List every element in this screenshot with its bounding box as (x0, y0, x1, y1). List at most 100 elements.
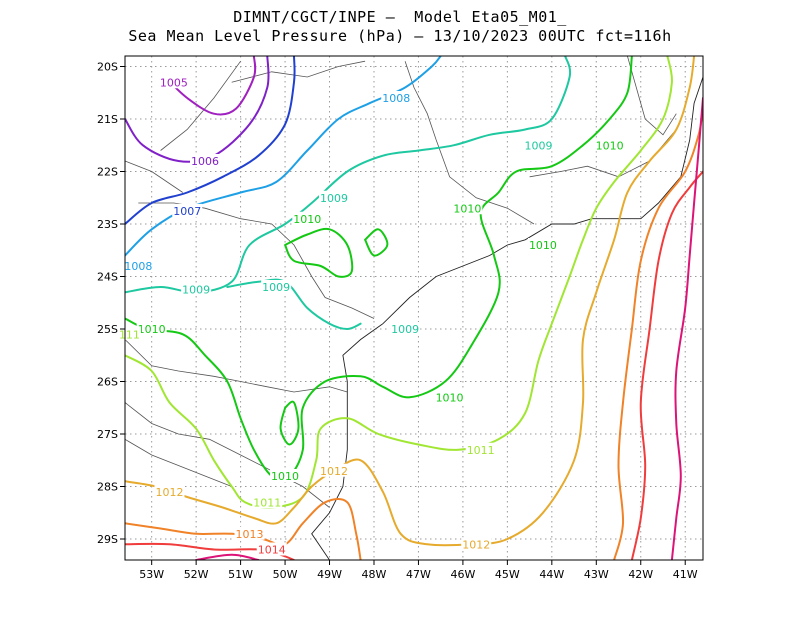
lat-tick-label: 23S (97, 218, 118, 231)
isobar-label: 1011 (253, 496, 281, 509)
isobar-label-bg (256, 542, 287, 556)
isobar-label: 111 (119, 328, 140, 341)
isobar-1013 (613, 107, 703, 560)
lon-tick-label: 45W (495, 568, 520, 581)
isobar-label: 1010 (293, 213, 321, 226)
isobar-label-bg (461, 537, 492, 551)
isobar-label: 1009 (320, 192, 348, 205)
lon-tick-label: 53W (139, 568, 164, 581)
isobar-1006 (125, 56, 270, 163)
lat-tick-label: 29S (97, 533, 118, 546)
isobar-label-bg (381, 91, 412, 104)
lat-tick-label: 26S (97, 376, 118, 389)
lon-tick-label: 41W (673, 568, 698, 581)
lat-tick-label: 21S (97, 113, 118, 126)
isobar-1010 (364, 228, 389, 257)
isobar-label: 1012 (462, 538, 490, 551)
isobar-label-bg (318, 463, 349, 477)
chart-title-line-2: Sea Mean Level Pressure (hPa) – 13/10/20… (128, 27, 672, 45)
isobar-label-bg (452, 201, 483, 215)
isobar-label: 1009 (262, 281, 290, 294)
isobar-label: 1005 (160, 76, 188, 89)
isobar-label: 1006 (191, 155, 219, 168)
isobar-label-bg (117, 327, 141, 341)
isobar-1015 (670, 97, 703, 560)
isobar-label: 1008 (124, 260, 152, 273)
lon-tick-label: 44W (539, 568, 564, 581)
lat-tick-label: 25S (97, 323, 118, 336)
isobar-label-bg (123, 259, 154, 272)
state-boundary-line (404, 61, 535, 225)
lat-tick-label: 28S (97, 481, 118, 494)
isobar-1007 (125, 56, 296, 225)
isobar-label-bg (318, 190, 349, 204)
isobar-label-bg (434, 390, 465, 404)
lat-tick-label: 27S (97, 428, 118, 441)
isobar-1012 (125, 56, 696, 547)
isobar-1011 (125, 56, 673, 509)
state-boundary-line (125, 160, 184, 193)
state-boundary-line (231, 60, 366, 83)
isobar-label-bg (390, 322, 421, 335)
lat-tick-label: 22S (97, 166, 118, 179)
isobar-label: 1007 (173, 205, 201, 218)
isobar-label-bg (136, 322, 167, 335)
lat-tick-label: 24S (97, 271, 118, 284)
isobar-label: 1012 (320, 465, 348, 478)
state-boundary-line (125, 438, 232, 487)
isobar-label-bg (252, 495, 283, 509)
coastline (311, 56, 703, 560)
coastline-line (311, 56, 703, 560)
isobar-label: 1010 (436, 391, 464, 404)
isobar-labels: 1005 1006 1007 1008 1008 1009 1009 1009 1009 1009… (117, 75, 625, 557)
lon-tick-label: 50W (273, 568, 298, 581)
longitude-axis: 53W 52W 51W 50W 49W 48W 47W 46W 45W 44W 43W 42W 41W (139, 560, 698, 581)
lon-tick-label: 52W (184, 568, 209, 581)
isobar-label: 1012 (155, 486, 183, 499)
state-boundary-line (138, 202, 375, 319)
isobar-label-bg (594, 138, 625, 152)
chart-title-line-1: DIMNT/CGCT/INPE – Model Eta05_M01_ (233, 8, 567, 26)
map-frame (124, 55, 704, 561)
isobar-1009 (226, 278, 362, 330)
state-boundary-line (160, 60, 241, 151)
graticule-grid (125, 56, 703, 560)
isobar-label-bg (154, 484, 185, 498)
isobar-1010 (284, 227, 354, 278)
state-boundary-line (125, 339, 348, 393)
isobar-1015 (195, 553, 260, 560)
lon-tick-label: 51W (228, 568, 253, 581)
isobar-label: 1008 (382, 92, 410, 105)
isobar-contours (125, 56, 703, 560)
isobar-label: 1009 (391, 323, 419, 336)
state-boundary-line (125, 402, 330, 508)
lon-tick-label: 49W (317, 568, 342, 581)
isobar-label: 1014 (258, 544, 286, 557)
lon-tick-label: 46W (450, 568, 475, 581)
lat-tick-label: 20S (97, 61, 118, 74)
isobar-label-bg (190, 154, 221, 167)
isobar-label-bg (270, 469, 301, 482)
isobar-1010 (279, 400, 300, 446)
isobar-label-bg (292, 211, 323, 225)
isobar-label-bg (261, 280, 292, 293)
isobar-label: 1013 (235, 528, 263, 541)
isobar-label-bg (465, 442, 496, 456)
isobar-label: 1010 (453, 202, 481, 215)
isobar-label: 1010 (138, 323, 166, 336)
isobar-label: 1010 (596, 139, 624, 152)
lon-tick-label: 43W (584, 568, 609, 581)
isobar-1009 (125, 56, 572, 294)
isobar-1005 (164, 56, 257, 116)
isobar-label-bg (158, 75, 189, 89)
isobar-label-bg (172, 203, 203, 217)
latitude-axis: 20S 21S 22S 23S 24S 25S 26S 27S 28S 29S (97, 61, 125, 546)
isobar-1010 (125, 56, 633, 481)
isobar-label-bg (181, 282, 212, 296)
isobar-label: 1010 (271, 470, 299, 483)
isobar-label: 1009 (182, 284, 210, 297)
state-boundary-line (627, 56, 677, 136)
lon-tick-label: 47W (406, 568, 431, 581)
isobar-label-bg (234, 526, 265, 540)
